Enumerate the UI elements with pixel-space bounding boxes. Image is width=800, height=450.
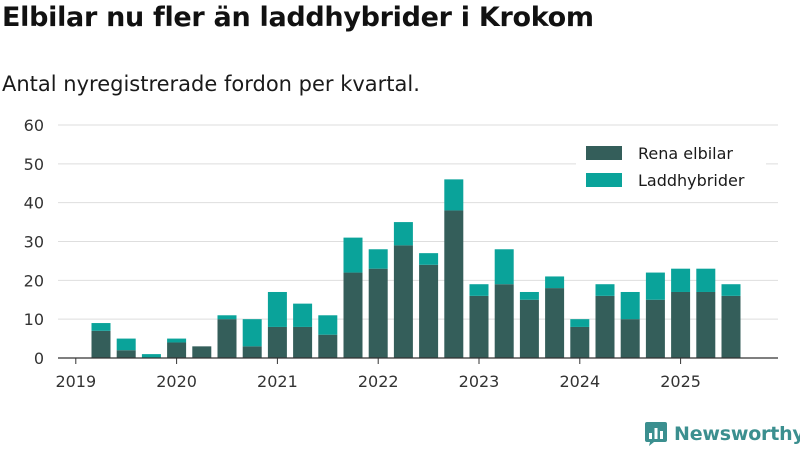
bar-rena-elbilar	[318, 334, 338, 358]
bar-rena-elbilar	[545, 288, 565, 358]
x-tick-label: 2023	[459, 372, 500, 391]
bar-laddhybrider	[696, 268, 716, 292]
bar-laddhybrider	[141, 354, 161, 358]
bar-laddhybrider	[620, 291, 640, 320]
bar-laddhybrider	[116, 338, 136, 351]
y-tick-label: 50	[24, 155, 44, 174]
bar-rena-elbilar	[293, 326, 313, 358]
bar-laddhybrider	[343, 237, 363, 273]
bar-laddhybrider	[444, 179, 464, 211]
bar-laddhybrider	[570, 319, 590, 327]
bar-laddhybrider	[545, 276, 565, 289]
y-tick-label: 20	[24, 271, 44, 290]
bar-laddhybrider	[167, 338, 187, 343]
bar-laddhybrider	[293, 303, 313, 327]
bar-rena-elbilar	[721, 295, 741, 358]
x-tick-label: 2020	[156, 372, 197, 391]
bar-rena-elbilar	[494, 284, 514, 358]
bar-laddhybrider	[242, 319, 262, 347]
x-tick-label: 2022	[358, 372, 399, 391]
bar-rena-elbilar	[469, 295, 489, 358]
x-tick-label: 2024	[559, 372, 600, 391]
x-tick-label: 2021	[257, 372, 298, 391]
bar-rena-elbilar	[217, 319, 237, 358]
bar-rena-elbilar	[570, 326, 590, 358]
bar-rena-elbilar	[444, 210, 464, 358]
brand-logo: Newsworthy	[644, 420, 800, 448]
legend-label: Rena elbilar	[638, 144, 733, 163]
chart-title: Elbilar nu fler än laddhybrider i Krokom	[2, 2, 594, 33]
brand-name: Newsworthy	[674, 423, 800, 445]
bar-laddhybrider	[469, 284, 489, 296]
bar-rena-elbilar	[393, 245, 413, 358]
bar-laddhybrider	[91, 323, 111, 331]
y-tick-label: 30	[24, 233, 44, 252]
bar-laddhybrider	[393, 222, 413, 246]
bar-rena-elbilar	[671, 291, 691, 358]
bar-laddhybrider	[645, 272, 665, 300]
bar-rena-elbilar	[267, 326, 287, 358]
bar-laddhybrider	[267, 291, 287, 327]
bar-rena-elbilar	[519, 299, 539, 358]
bar-rena-elbilar	[343, 272, 363, 358]
legend-label: Laddhybrider	[638, 171, 745, 190]
bar-laddhybrider	[721, 284, 741, 296]
newsworthy-logo-icon	[645, 422, 667, 446]
bar-rena-elbilar	[620, 319, 640, 358]
bar-laddhybrider	[368, 249, 388, 269]
bar-rena-elbilar	[91, 330, 111, 358]
y-tick-label: 60	[24, 116, 44, 135]
x-tick-label: 2025	[660, 372, 701, 391]
bar-laddhybrider	[318, 315, 338, 335]
bar-rena-elbilar	[192, 346, 212, 358]
bar-rena-elbilar	[368, 268, 388, 358]
y-tick-label: 10	[24, 310, 44, 329]
bar-rena-elbilar	[167, 342, 187, 358]
bar-rena-elbilar	[645, 299, 665, 358]
bar-laddhybrider	[217, 315, 237, 320]
y-tick-label: 0	[34, 349, 44, 368]
bar-rena-elbilar	[419, 264, 439, 358]
chart-subtitle: Antal nyregistrerade fordon per kvartal.	[2, 72, 420, 96]
bar-laddhybrider	[595, 284, 615, 296]
bar-laddhybrider	[519, 291, 539, 300]
legend-swatch	[586, 173, 622, 187]
bar-rena-elbilar	[696, 291, 716, 358]
bar-rena-elbilar	[242, 346, 262, 358]
bar-rena-elbilar	[116, 350, 136, 358]
legend-swatch	[586, 146, 622, 160]
y-tick-label: 40	[24, 194, 44, 213]
x-tick-label: 2019	[55, 372, 96, 391]
bar-rena-elbilar	[595, 295, 615, 358]
bar-laddhybrider	[419, 253, 439, 265]
bar-laddhybrider	[494, 249, 514, 285]
bar-laddhybrider	[671, 268, 691, 292]
